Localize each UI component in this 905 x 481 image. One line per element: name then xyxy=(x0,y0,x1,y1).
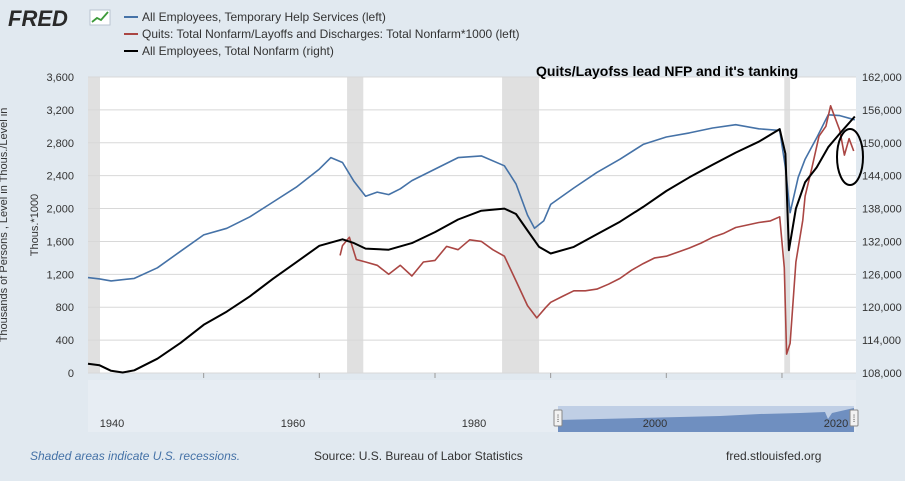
annotation-ellipse xyxy=(836,128,864,186)
navigator-tick: 1960 xyxy=(281,418,305,430)
left-axis: 0 400 800 1,200 1,600 2,000 2,400 2,800 3,200 3,6… xyxy=(46,72,74,380)
recession-band xyxy=(88,77,100,373)
left-tick-label: 3,200 xyxy=(46,105,74,117)
recession-note: Shaded areas indicate U.S. recessions. xyxy=(30,449,241,463)
legend-label: All Employees, Temporary Help Services (… xyxy=(142,10,386,24)
right-tick-label: 108,000 xyxy=(862,368,902,380)
fred-logo[interactable]: FRED xyxy=(8,6,111,31)
legend-label: Quits: Total Nonfarm/Layoffs and Dischar… xyxy=(142,27,520,41)
navigator-handle-left[interactable] xyxy=(553,409,563,427)
left-tick-label: 2,000 xyxy=(46,204,74,216)
legend-item-temp-help[interactable]: All Employees, Temporary Help Services (… xyxy=(124,10,386,24)
right-tick-label: 156,000 xyxy=(862,105,902,117)
left-tick-label: 800 xyxy=(56,302,74,314)
right-tick-label: 120,000 xyxy=(862,302,902,314)
legend: All Employees, Temporary Help Services (… xyxy=(124,10,520,58)
y-axis-title-line2: Thous.*1000 xyxy=(29,194,41,256)
logo-graph-icon xyxy=(89,9,111,26)
series-lines xyxy=(87,105,856,374)
navigator-handle-right[interactable] xyxy=(849,409,859,427)
left-tick-label: 1,600 xyxy=(46,236,74,248)
right-tick-label: 126,000 xyxy=(862,269,902,281)
left-tick-label: 1,200 xyxy=(46,269,74,281)
right-tick-label: 132,000 xyxy=(862,236,902,248)
right-tick-label: 114,000 xyxy=(862,335,901,347)
time-navigator[interactable]: ⁞ ⁞ 1940 1960 1980 2000 2020 xyxy=(88,380,859,432)
navigator-tick: 1980 xyxy=(462,418,486,430)
left-tick-label: 2,400 xyxy=(46,171,74,183)
left-tick-label: 3,600 xyxy=(46,72,74,84)
left-tick-label: 400 xyxy=(56,335,74,347)
right-tick-label: 138,000 xyxy=(862,204,902,216)
chart-annotation: Quits/Layofss lead NFP and it's tanking xyxy=(536,63,798,79)
navigator-tick: 2020 xyxy=(824,418,848,430)
logo-text: FRED xyxy=(8,6,68,31)
navigator-tick: 1940 xyxy=(100,418,124,430)
left-tick-label: 2,800 xyxy=(46,138,74,150)
series-line-total-nonfarm xyxy=(87,115,856,374)
gridlines xyxy=(88,76,856,374)
navigator-handle-left-grip: ⁞ xyxy=(557,414,560,425)
right-axis: 108,000 114,000 120,000 126,000 132,000 138,0… xyxy=(862,72,902,380)
left-tick-label: 0 xyxy=(68,368,74,380)
right-tick-label: 144,000 xyxy=(862,171,902,183)
source-note: Source: U.S. Bureau of Labor Statistics xyxy=(314,449,523,463)
navigator-series-area xyxy=(558,408,854,432)
navigator-tick: 2000 xyxy=(643,418,667,430)
series-line-quits-layoffs xyxy=(339,105,855,355)
recession-band xyxy=(347,77,364,373)
plot-area xyxy=(88,77,856,373)
legend-item-total-nonfarm[interactable]: All Employees, Total Nonfarm (right) xyxy=(124,44,334,58)
right-tick-label: 162,000 xyxy=(862,72,902,84)
legend-label: All Employees, Total Nonfarm (right) xyxy=(142,44,334,58)
site-link[interactable]: fred.stlouisfed.org xyxy=(726,449,822,463)
series-line-temp-help xyxy=(87,114,856,282)
right-tick-label: 150,000 xyxy=(862,138,902,150)
navigator-handle-right-grip: ⁞ xyxy=(853,414,856,425)
y-axis-title: Thousands of Persons , Level in Thous./L… xyxy=(0,108,10,343)
legend-item-quits-layoffs[interactable]: Quits: Total Nonfarm/Layoffs and Dischar… xyxy=(124,27,520,41)
